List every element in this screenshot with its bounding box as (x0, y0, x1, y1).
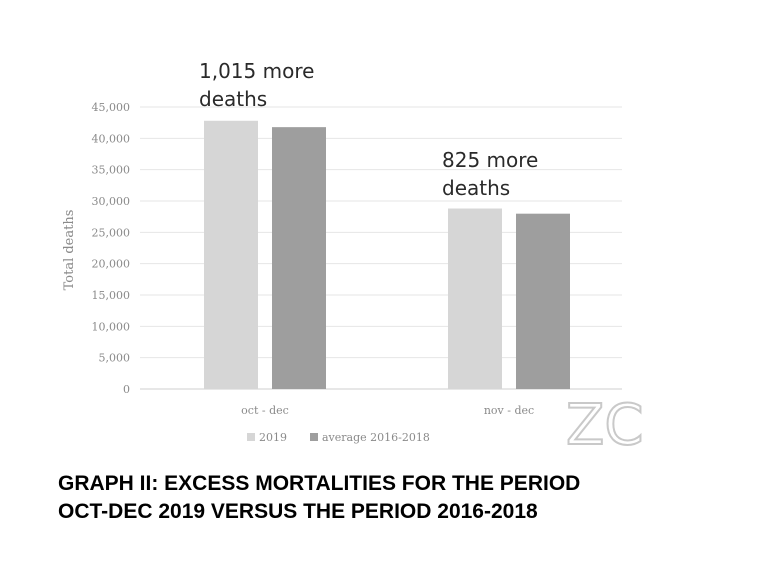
watermark-logo: ZC (566, 393, 643, 458)
bar-chart: 0 5,000 10,000 15,000 20,000 25,000 30,000 35,0… (62, 59, 644, 459)
caption-line-1: GRAPH II: EXCESS MORTALITIES FOR THE PER… (58, 472, 581, 495)
legend-swatch (247, 433, 255, 441)
y-axis-ticks: 0 5,000 10,000 15,000 20,000 25,000 30,000 35,0… (92, 101, 131, 396)
x-category-label: nov - dec (484, 404, 534, 417)
y-tick-label: 15,000 (92, 289, 131, 302)
x-category-label: oct - dec (241, 404, 289, 417)
y-tick-label: 40,000 (92, 132, 131, 145)
legend: 2019 average 2016-2018 (247, 431, 430, 444)
caption-line-2: OCT-DEC 2019 VERSUS THE PERIOD 2016-2018 (58, 500, 538, 523)
bar-2019-oct-dec (204, 120, 258, 389)
bar-2019-nov-dec (448, 208, 502, 389)
y-tick-label: 10,000 (92, 320, 131, 333)
y-tick-label: 45,000 (92, 101, 131, 114)
bar-average-oct-dec (272, 127, 326, 389)
y-tick-label: 20,000 (92, 258, 131, 271)
figure-caption: GRAPH II: EXCESS MORTALITIES FOR THE PER… (58, 470, 758, 526)
legend-label: average 2016-2018 (322, 431, 430, 444)
bars (204, 120, 570, 389)
x-axis-categories: oct - dec nov - dec (241, 404, 534, 417)
annotation-label: 1,015 more (199, 59, 314, 83)
y-tick-label: 35,000 (92, 164, 131, 177)
y-tick-label: 30,000 (92, 195, 131, 208)
annotations: 1,015 more deaths 825 more deaths (199, 59, 538, 200)
annotation-label: deaths (199, 87, 267, 111)
y-tick-label: 0 (123, 383, 130, 396)
annotation-label: deaths (442, 176, 510, 200)
y-tick-label: 5,000 (99, 352, 131, 365)
y-axis-label: Total deaths (62, 210, 77, 291)
legend-swatch (310, 433, 318, 441)
bar-average-nov-dec (516, 213, 570, 389)
y-tick-label: 25,000 (92, 226, 131, 239)
legend-label: 2019 (259, 431, 287, 444)
annotation-label: 825 more (442, 148, 538, 172)
